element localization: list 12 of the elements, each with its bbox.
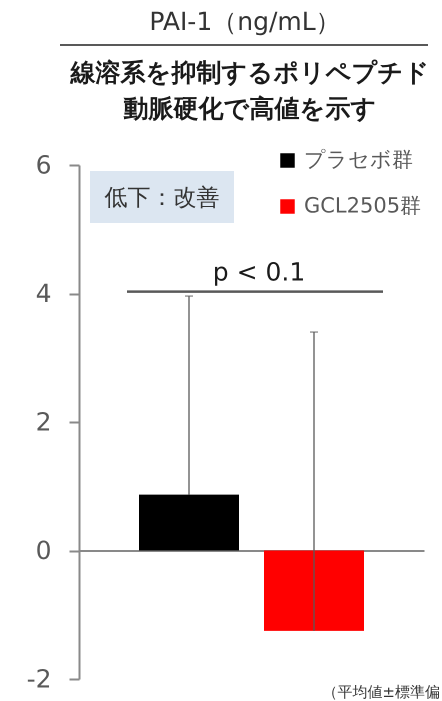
- y-tick-label: 2: [36, 408, 52, 436]
- chart-subtitle: 線溶系を抑制するポリペプチド動脈硬化で高値を示す: [70, 58, 430, 123]
- y-tick-label: -2: [26, 664, 52, 694]
- legend-label: プラセボ群: [304, 148, 413, 172]
- y-tick-label: 6: [36, 150, 52, 180]
- ref-line-label: p < 0.1: [212, 258, 306, 287]
- text: （平均値±標準偏: [322, 683, 440, 701]
- y-tick-label: 4: [36, 279, 52, 308]
- chart-title: PAI-1（ng/mL）: [149, 7, 341, 36]
- y-tick-label: 0: [36, 536, 52, 565]
- annotation: 低下：改善: [104, 185, 220, 211]
- legend-label: GCL2505群: [304, 194, 422, 218]
